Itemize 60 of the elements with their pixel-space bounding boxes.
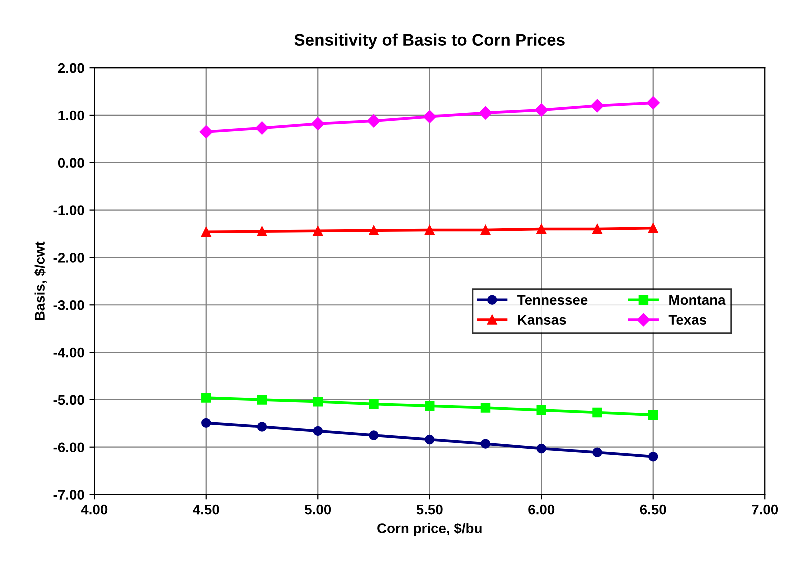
y-tick-label: -3.00 xyxy=(54,300,84,310)
y-tick-label: -5.00 xyxy=(54,395,84,406)
point xyxy=(536,444,546,454)
point xyxy=(202,418,212,428)
point xyxy=(590,99,604,113)
x-axis-title: Corn price, $/bu xyxy=(378,523,482,536)
y-tick-label: 1.00 xyxy=(58,110,84,121)
legend-label: Tennessee xyxy=(518,295,588,306)
point xyxy=(257,226,268,236)
point xyxy=(313,396,323,407)
point xyxy=(480,225,491,236)
x-tick-label: 5.50 xyxy=(416,504,443,515)
point xyxy=(592,224,602,234)
y-tick-label: 2.00 xyxy=(58,63,84,74)
point xyxy=(200,125,213,139)
point xyxy=(256,122,269,135)
point xyxy=(367,114,381,128)
point xyxy=(592,408,602,418)
point xyxy=(425,401,435,411)
x-tick-label: 6.50 xyxy=(640,504,666,515)
point xyxy=(257,395,268,405)
y-tick-label: 0.00 xyxy=(58,158,84,168)
point xyxy=(479,106,492,120)
point xyxy=(423,110,436,124)
point xyxy=(257,422,268,432)
x-tick-label: 5.00 xyxy=(305,504,332,515)
point xyxy=(536,406,546,416)
point xyxy=(425,434,435,445)
chart-title: Sensitivity of Basis to Corn Prices xyxy=(294,34,565,50)
point xyxy=(313,426,323,436)
point xyxy=(312,117,325,131)
point xyxy=(202,227,212,237)
y-tick-label: -4.00 xyxy=(54,348,84,358)
point xyxy=(202,393,212,403)
point xyxy=(425,225,435,236)
point xyxy=(369,430,379,440)
point xyxy=(648,452,658,462)
y-tick-label: -6.00 xyxy=(54,442,84,453)
point xyxy=(369,399,379,410)
y-tick-label: -7.00 xyxy=(54,490,84,500)
point xyxy=(535,104,548,117)
point xyxy=(536,224,546,234)
y-tick-label: -2.00 xyxy=(54,253,84,263)
x-tick-label: 6.00 xyxy=(528,504,555,515)
legend-label: Montana xyxy=(670,295,726,306)
point xyxy=(480,439,491,449)
point xyxy=(369,226,379,236)
x-tick-label: 4.00 xyxy=(81,504,108,515)
point xyxy=(480,403,491,413)
y-axis-title: Basis, $/cwt xyxy=(34,242,47,320)
point xyxy=(648,223,658,234)
y-tick-label: -1.00 xyxy=(54,206,84,216)
x-tick-label: 4.50 xyxy=(193,504,220,515)
x-tick-label: 7.00 xyxy=(752,504,778,515)
point xyxy=(592,448,602,458)
point xyxy=(648,410,658,420)
legend-label: Texas xyxy=(668,315,706,325)
point xyxy=(646,96,660,110)
legend-label: Kansas xyxy=(518,315,566,325)
point xyxy=(313,226,323,236)
